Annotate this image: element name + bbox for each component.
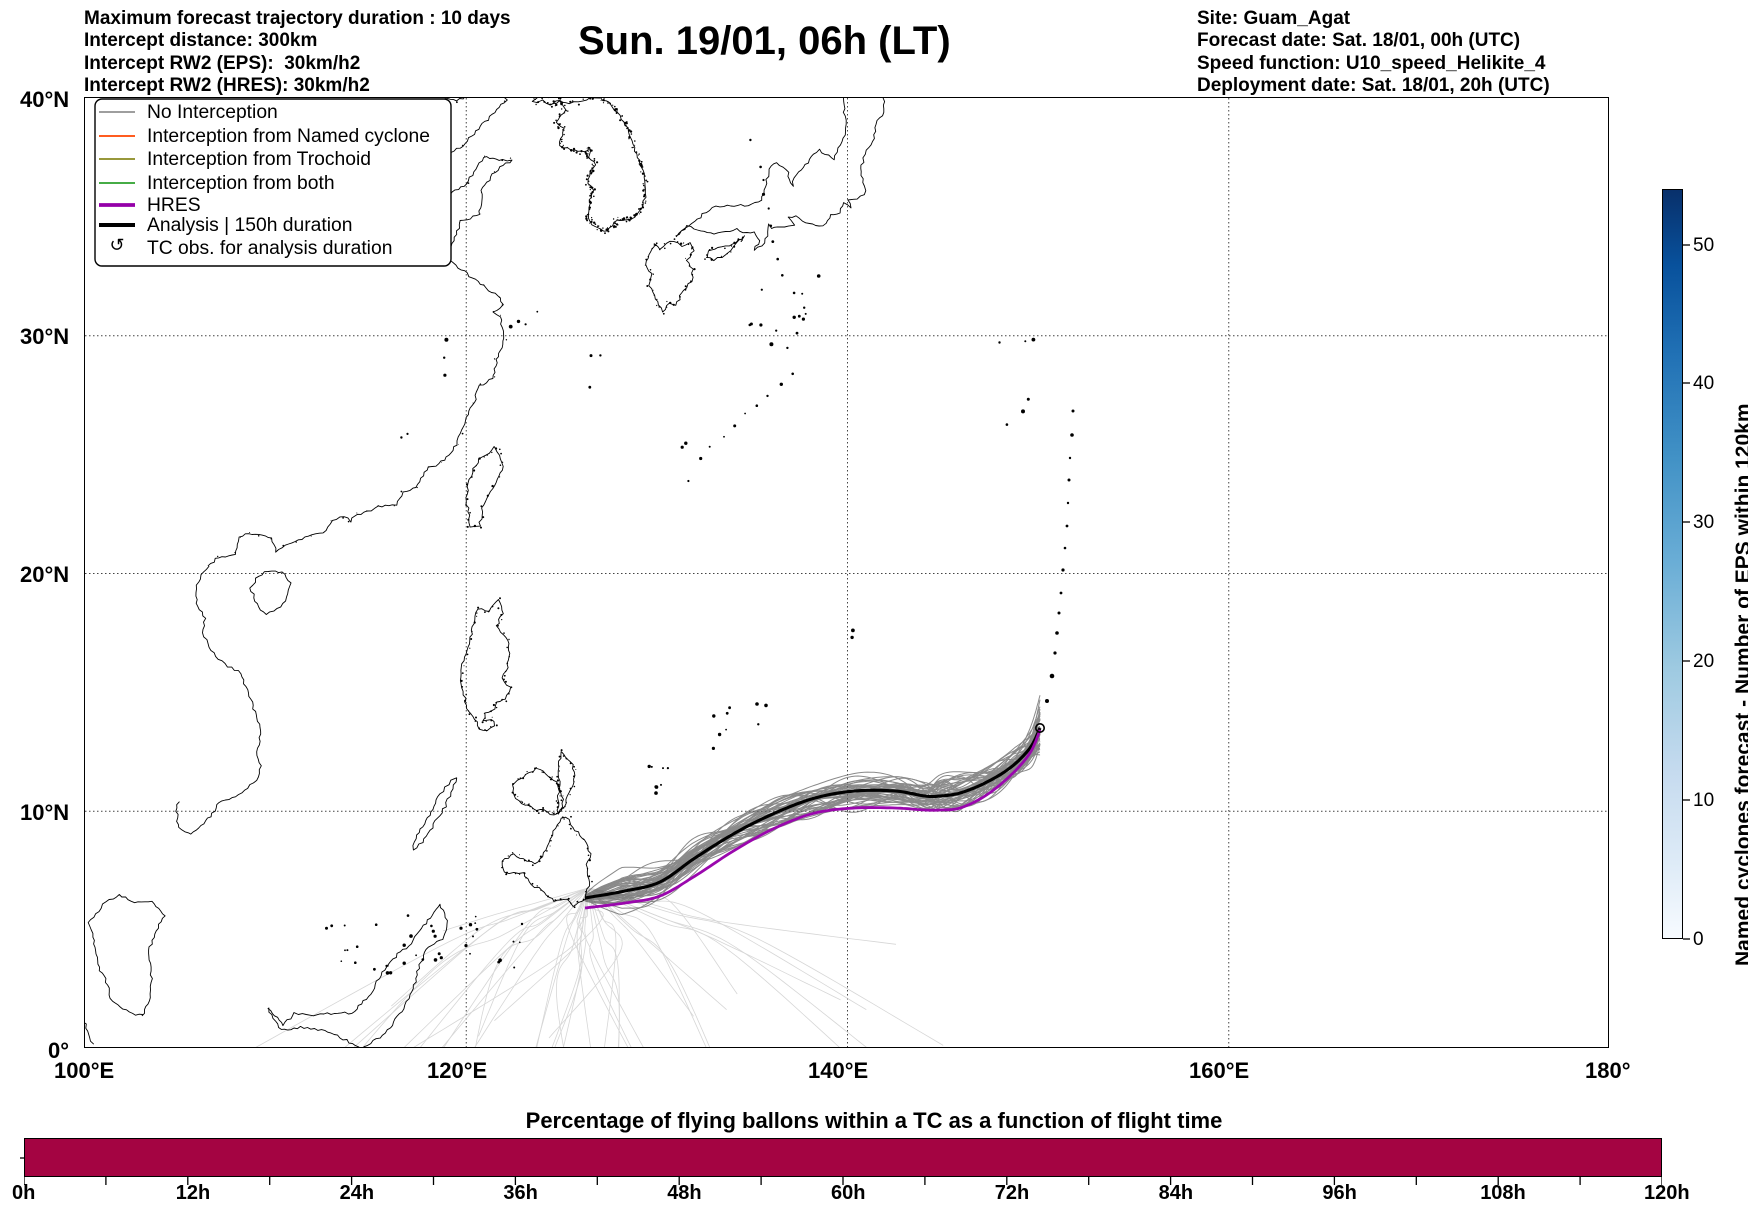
svg-text:Interception from Trochoid: Interception from Trochoid — [147, 149, 371, 170]
svg-text:Analysis | 150h duration: Analysis | 150h duration — [147, 215, 352, 236]
svg-text:↺: ↺ — [109, 235, 124, 255]
svg-text:No Interception: No Interception — [147, 102, 278, 123]
svg-text:Interception from both: Interception from both — [147, 173, 335, 194]
svg-text:HRES: HRES — [147, 195, 201, 216]
svg-text:TC obs. for analysis duration: TC obs. for analysis duration — [147, 238, 392, 259]
svg-text:Interception from Named cyclon: Interception from Named cyclone — [147, 126, 430, 147]
